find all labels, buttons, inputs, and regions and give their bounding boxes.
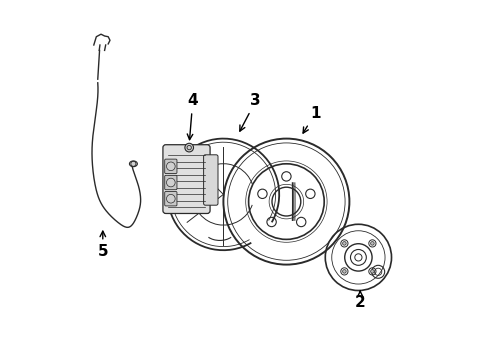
Text: 5: 5 [98,231,108,260]
Ellipse shape [129,161,137,167]
Circle shape [370,270,374,273]
FancyBboxPatch shape [165,192,177,206]
FancyBboxPatch shape [163,145,210,213]
Circle shape [370,242,374,245]
Text: 3: 3 [240,93,261,131]
Circle shape [343,270,346,273]
FancyBboxPatch shape [165,175,177,190]
Circle shape [167,178,175,187]
Circle shape [167,194,175,203]
FancyBboxPatch shape [204,155,218,205]
FancyBboxPatch shape [165,159,177,174]
Circle shape [167,162,175,171]
Text: 4: 4 [187,93,198,140]
Circle shape [185,143,194,152]
Text: 1: 1 [303,106,320,133]
Circle shape [343,242,346,245]
Text: 2: 2 [355,291,366,310]
